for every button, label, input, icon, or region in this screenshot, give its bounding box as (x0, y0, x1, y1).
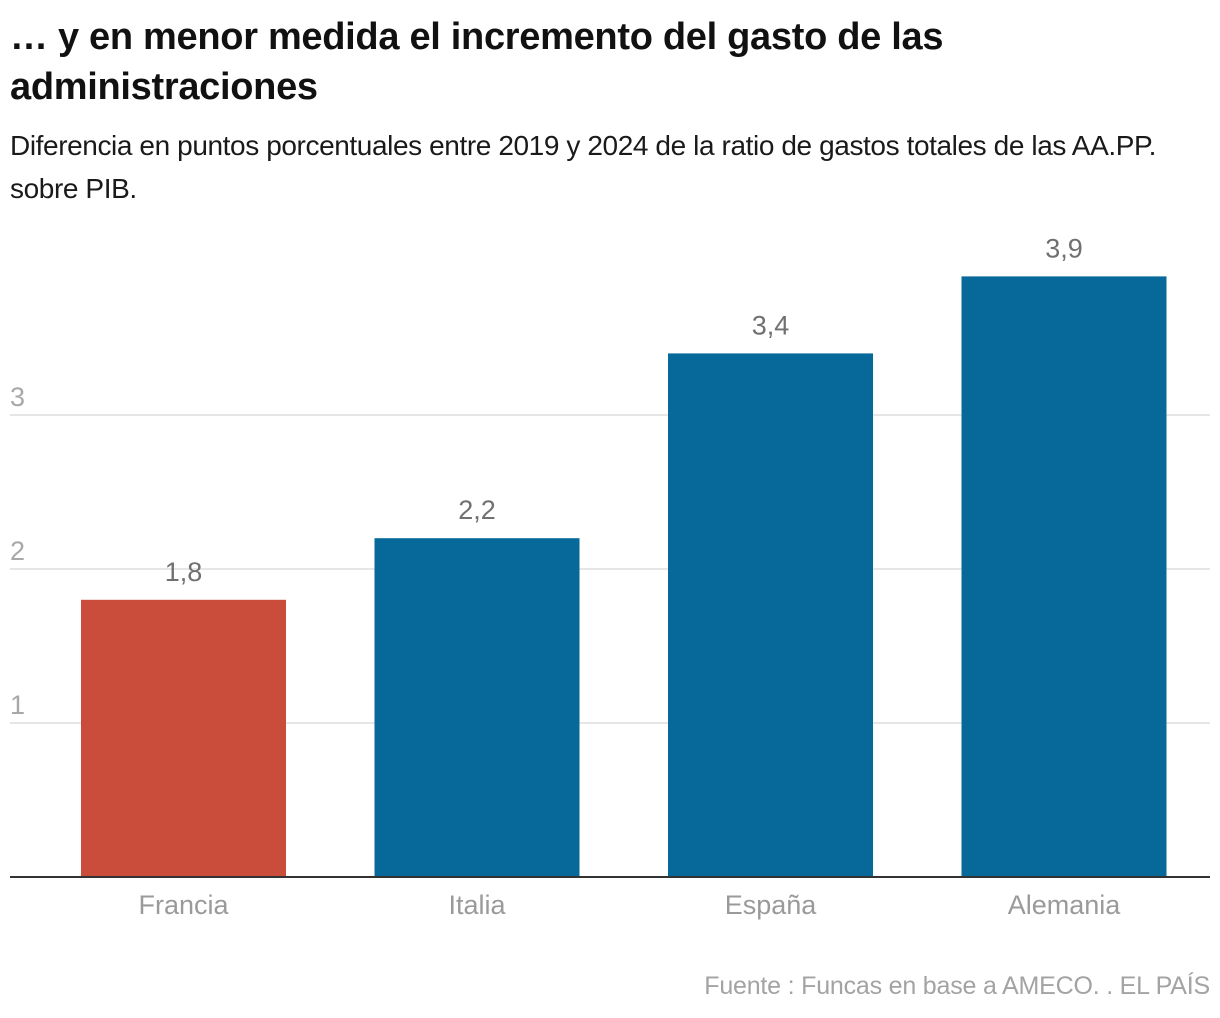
category-labels: Francia Italia España Alemania (138, 890, 1121, 920)
category-label-alemania: Alemania (1008, 890, 1122, 920)
source-note: Fuente : Funcas en base a AMECO. . EL PA… (704, 972, 1210, 1000)
chart-title: … y en menor medida el incremento del ga… (10, 16, 944, 108)
bar-españa (668, 353, 873, 877)
y-tick-label: 1 (10, 690, 25, 720)
bars (81, 276, 1167, 877)
category-label-españa: España (725, 890, 818, 920)
category-label-francia: Francia (138, 890, 229, 920)
y-tick-label: 2 (10, 536, 25, 566)
bar-alemania (961, 276, 1167, 877)
category-label-italia: Italia (448, 890, 506, 920)
data-label-españa: 3,4 (752, 310, 790, 340)
data-label-francia: 1,8 (165, 557, 203, 587)
data-label-italia: 2,2 (458, 495, 496, 525)
data-labels: 1,8 2,2 3,4 3,9 (165, 233, 1083, 586)
chart-subtitle: Diferencia en puntos porcentuales entre … (10, 130, 1157, 204)
data-label-alemania: 3,9 (1045, 233, 1083, 263)
bar-italia (374, 538, 580, 877)
y-tick-label: 3 (10, 382, 25, 412)
bar-francia (81, 599, 286, 877)
